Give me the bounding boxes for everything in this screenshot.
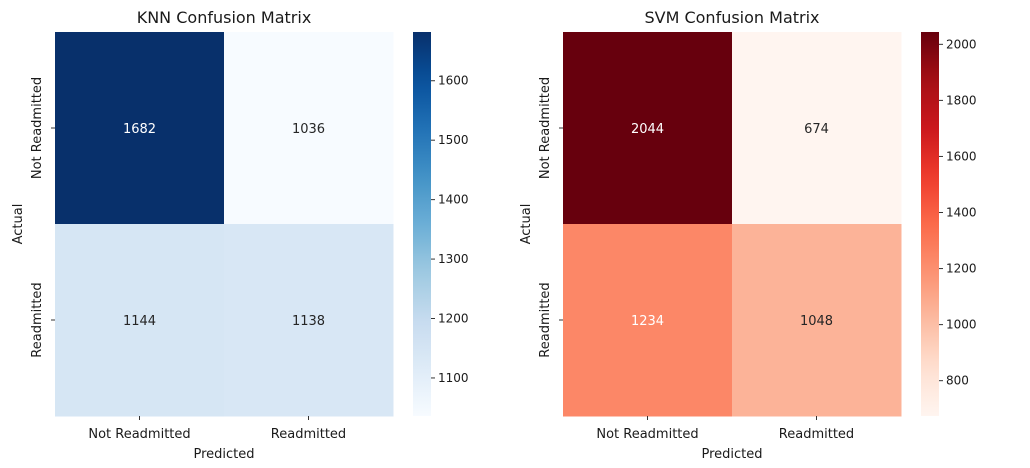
y-tick-label: Not Readmitted bbox=[30, 77, 45, 179]
cell-value-label: 1144 bbox=[123, 314, 156, 329]
colorbar-tick-label: 1400 bbox=[946, 206, 977, 220]
cell-value-label: 1036 bbox=[292, 122, 325, 137]
chart-title: KNN Confusion Matrix bbox=[137, 8, 312, 27]
colorbar-tick-label: 1100 bbox=[438, 371, 469, 385]
x-tick-label: Not Readmitted bbox=[596, 427, 698, 442]
colorbar-tick-label: 1200 bbox=[438, 312, 469, 326]
colorbar-tick-label: 1300 bbox=[438, 252, 469, 266]
y-tick-label: Readmitted bbox=[538, 282, 553, 357]
heatmap-cell bbox=[55, 224, 225, 417]
heatmap-panel-2: 2044 674 1234 1048 SVM Confusion Matrix Not R… bbox=[519, 8, 977, 462]
heatmap-cell bbox=[732, 224, 902, 417]
cell-value-label: 1138 bbox=[292, 314, 325, 329]
colorbar-tick-label: 1600 bbox=[946, 149, 977, 163]
x-tick-label: Readmitted bbox=[779, 427, 854, 442]
colorbar-tick-label: 1400 bbox=[438, 193, 469, 207]
cell-value-label: 1682 bbox=[123, 122, 156, 137]
cell-value-label: 2044 bbox=[631, 122, 664, 137]
y-tick-label: Readmitted bbox=[30, 282, 45, 357]
cell-value-label: 1048 bbox=[800, 314, 833, 329]
heatmap-panel-1: 1682 1036 1144 1138 KNN Confusion Matrix Not … bbox=[11, 8, 469, 462]
x-axis-label: Predicted bbox=[701, 447, 762, 462]
colorbar-tick-label: 1800 bbox=[946, 93, 977, 107]
x-axis-label: Predicted bbox=[193, 447, 254, 462]
heatmap-cell bbox=[563, 32, 733, 225]
heatmap-cell bbox=[732, 32, 902, 225]
colorbar-tick-label: 1500 bbox=[438, 133, 469, 147]
x-tick-label: Not Readmitted bbox=[88, 427, 190, 442]
colorbar-tick-label: 2000 bbox=[946, 37, 977, 51]
colorbar-tick-label: 800 bbox=[946, 374, 969, 388]
y-tick-label: Not Readmitted bbox=[538, 77, 553, 179]
colorbar-tick-label: 1000 bbox=[946, 318, 977, 332]
y-axis-label: Actual bbox=[11, 204, 26, 245]
heatmap-cell bbox=[563, 224, 733, 417]
heatmap-cell bbox=[224, 32, 394, 225]
y-axis-label: Actual bbox=[519, 204, 534, 245]
colorbar-tick-label: 1200 bbox=[946, 262, 977, 276]
colorbar bbox=[413, 32, 431, 416]
colorbar-tick-label: 1600 bbox=[438, 74, 469, 88]
x-tick-label: Readmitted bbox=[271, 427, 346, 442]
heatmap-cell bbox=[55, 32, 225, 225]
heatmap-cell bbox=[224, 224, 394, 417]
chart-title: SVM Confusion Matrix bbox=[644, 8, 819, 27]
cell-value-label: 674 bbox=[804, 122, 829, 137]
colorbar bbox=[921, 32, 939, 416]
cell-value-label: 1234 bbox=[631, 314, 664, 329]
